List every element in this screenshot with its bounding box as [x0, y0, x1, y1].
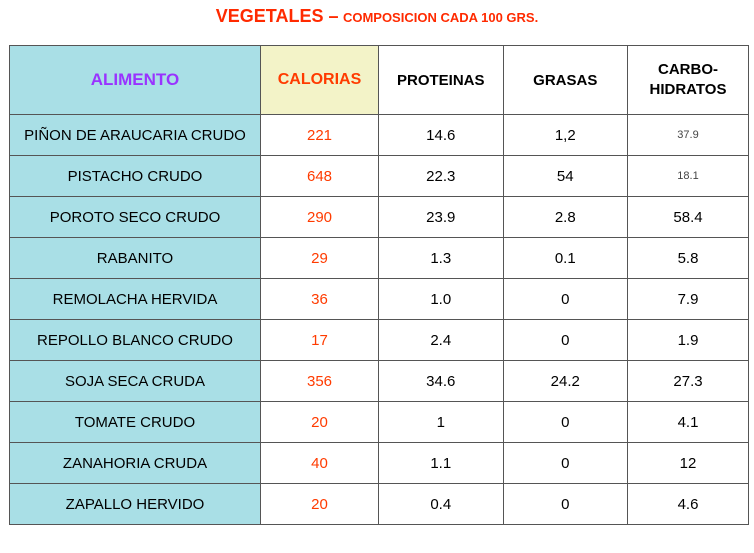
cell-protein: 1.3	[378, 237, 504, 279]
cell-protein: 22.3	[378, 155, 504, 197]
cell-calories: 290	[260, 196, 379, 238]
cell-protein: 1.0	[378, 278, 504, 320]
cell-fat: 2.8	[502, 196, 628, 238]
header-carbs-line2: HIDRATOS	[649, 81, 727, 98]
cell-calories: 20	[260, 401, 379, 443]
cell-fat: 24.2	[502, 360, 628, 402]
cell-calories: 648	[260, 155, 379, 197]
cell-calories: 221	[260, 114, 379, 156]
title-subtitle: COMPOSICION CADA 100 GRS.	[342, 10, 539, 25]
cell-fat: 0	[502, 401, 628, 443]
cell-fat: 1,2	[502, 114, 628, 156]
cell-fat: 0	[502, 319, 628, 361]
cell-food: TOMATE CRUDO	[9, 401, 261, 443]
cell-food: REPOLLO BLANCO CRUDO	[9, 319, 261, 361]
header-calories: CALORIAS	[260, 45, 379, 115]
nutrition-table: ALIMENTO CALORIAS PROTEINAS GRASAS CARBO…	[9, 45, 749, 525]
table-row: REMOLACHA HERVIDA 36 1.0 0 7.9	[9, 278, 749, 320]
table-row: ZANAHORIA CRUDA 40 1.1 0 12	[9, 442, 749, 484]
cell-carbs: 27.3	[627, 360, 749, 402]
cell-carbs: 5.8	[627, 237, 749, 279]
cell-food: POROTO SECO CRUDO	[9, 196, 261, 238]
table-row: REPOLLO BLANCO CRUDO 17 2.4 0 1.9	[9, 319, 749, 361]
table-row: TOMATE CRUDO 20 1 0 4.1	[9, 401, 749, 443]
cell-calories: 36	[260, 278, 379, 320]
header-row: ALIMENTO CALORIAS PROTEINAS GRASAS CARBO…	[9, 45, 749, 115]
cell-protein: 23.9	[378, 196, 504, 238]
table-row: SOJA SECA CRUDA 356 34.6 24.2 27.3	[9, 360, 749, 402]
table-row: RABANITO 29 1.3 0.1 5.8	[9, 237, 749, 279]
cell-carbs: 12	[627, 442, 749, 484]
cell-carbs: 7.9	[627, 278, 749, 320]
title-main: VEGETALES –	[215, 6, 339, 26]
cell-protein: 2.4	[378, 319, 504, 361]
cell-carbs: 37.9	[627, 114, 749, 156]
cell-calories: 356	[260, 360, 379, 402]
cell-carbs: 1.9	[627, 319, 749, 361]
cell-food: ZAPALLO HERVIDO	[9, 483, 261, 525]
cell-protein: 14.6	[378, 114, 504, 156]
header-food: ALIMENTO	[9, 45, 261, 115]
cell-calories: 29	[260, 237, 379, 279]
cell-calories: 20	[260, 483, 379, 525]
cell-food: RABANITO	[9, 237, 261, 279]
table-row: PIÑON DE ARAUCARIA CRUDO 221 14.6 1,2 37…	[9, 114, 749, 156]
cell-fat: 54	[502, 155, 628, 197]
cell-calories: 40	[260, 442, 379, 484]
cell-fat: 0	[502, 442, 628, 484]
table-row: PISTACHO CRUDO 648 22.3 54 18.1	[9, 155, 749, 197]
table-row: POROTO SECO CRUDO 290 23.9 2.8 58.4	[9, 196, 749, 238]
cell-calories: 17	[260, 319, 379, 361]
cell-food: SOJA SECA CRUDA	[9, 360, 261, 402]
cell-carbs: 4.1	[627, 401, 749, 443]
page-title: VEGETALES – COMPOSICION CADA 100 GRS.	[0, 6, 754, 27]
cell-food: PIÑON DE ARAUCARIA CRUDO	[9, 114, 261, 156]
cell-food: PISTACHO CRUDO	[9, 155, 261, 197]
cell-protein: 34.6	[378, 360, 504, 402]
cell-food: REMOLACHA HERVIDA	[9, 278, 261, 320]
header-carbs: CARBO- HIDRATOS	[627, 45, 749, 115]
header-carbs-line1: CARBO-	[658, 61, 718, 78]
cell-fat: 0	[502, 278, 628, 320]
cell-fat: 0	[502, 483, 628, 525]
cell-food: ZANAHORIA CRUDA	[9, 442, 261, 484]
cell-protein: 1.1	[378, 442, 504, 484]
header-fat: GRASAS	[502, 45, 628, 115]
cell-fat: 0.1	[502, 237, 628, 279]
cell-protein: 1	[378, 401, 504, 443]
cell-carbs: 4.6	[627, 483, 749, 525]
cell-carbs: 58.4	[627, 196, 749, 238]
header-protein: PROTEINAS	[378, 45, 504, 115]
cell-carbs: 18.1	[627, 155, 749, 197]
cell-protein: 0.4	[378, 483, 504, 525]
table-row: ZAPALLO HERVIDO 20 0.4 0 4.6	[9, 483, 749, 525]
